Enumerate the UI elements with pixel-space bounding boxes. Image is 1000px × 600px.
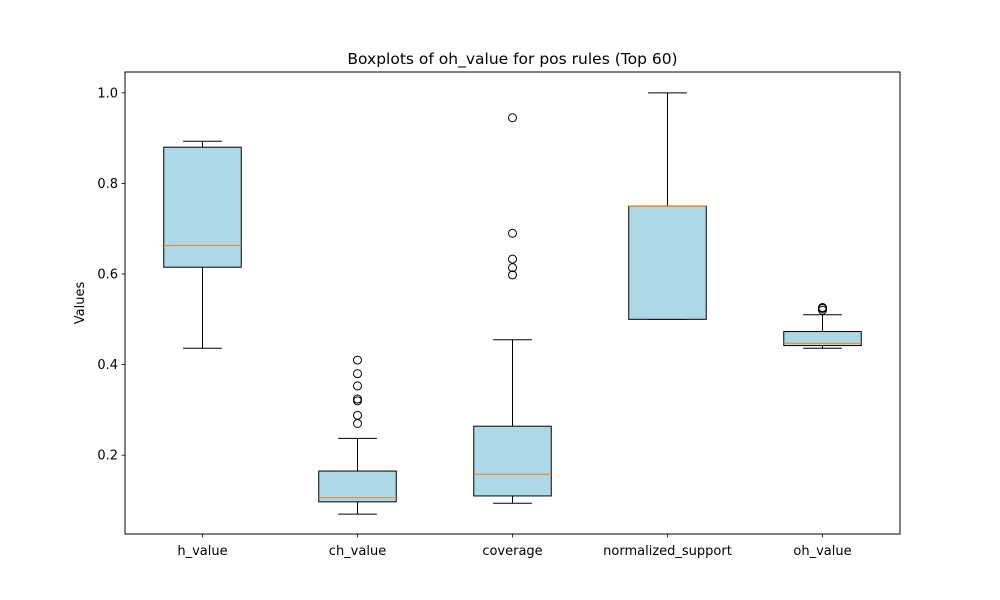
outlier-point: [818, 303, 827, 313]
outlier-point: [353, 410, 362, 420]
box-body: [628, 205, 707, 320]
outlier-point: [353, 418, 362, 428]
x-tick-label: coverage: [482, 544, 542, 559]
outlier-point: [353, 369, 362, 379]
x-tick-label: ch_value: [329, 544, 386, 559]
outlier-point: [508, 254, 517, 264]
box-group-coverage: [473, 113, 552, 504]
outlier-point: [353, 381, 362, 391]
box-group-ch_value: [318, 355, 397, 515]
chart-title: Boxplots of oh_value for pos rules (Top …: [347, 50, 677, 69]
y-tick-label: 0.6: [97, 268, 118, 283]
y-tick-label: 0.4: [97, 358, 118, 373]
box-body: [783, 331, 862, 347]
box-body: [318, 470, 397, 503]
plot-area: [163, 92, 862, 515]
outlier-point: [353, 396, 362, 406]
y-tick-label: 1.0: [97, 86, 118, 101]
y-axis-label: Values: [73, 282, 88, 325]
x-tick-label: oh_value: [793, 544, 851, 559]
outlier-point: [508, 263, 517, 273]
box-group-normalized_support: [628, 92, 707, 320]
x-tick-label: h_value: [177, 544, 227, 559]
box-body: [163, 146, 242, 268]
x-tick-label: normalized_support: [603, 544, 732, 559]
box-group-oh_value: [783, 303, 862, 349]
y-tick-label: 0.8: [97, 177, 118, 192]
outlier-point: [508, 270, 517, 280]
outlier-point: [508, 228, 517, 238]
box-body: [473, 425, 552, 497]
outlier-point: [353, 355, 362, 365]
box-group-h_value: [163, 140, 242, 349]
y-tick-label: 0.2: [97, 449, 118, 464]
outlier-point: [508, 113, 517, 123]
outlier-point: [353, 394, 362, 404]
